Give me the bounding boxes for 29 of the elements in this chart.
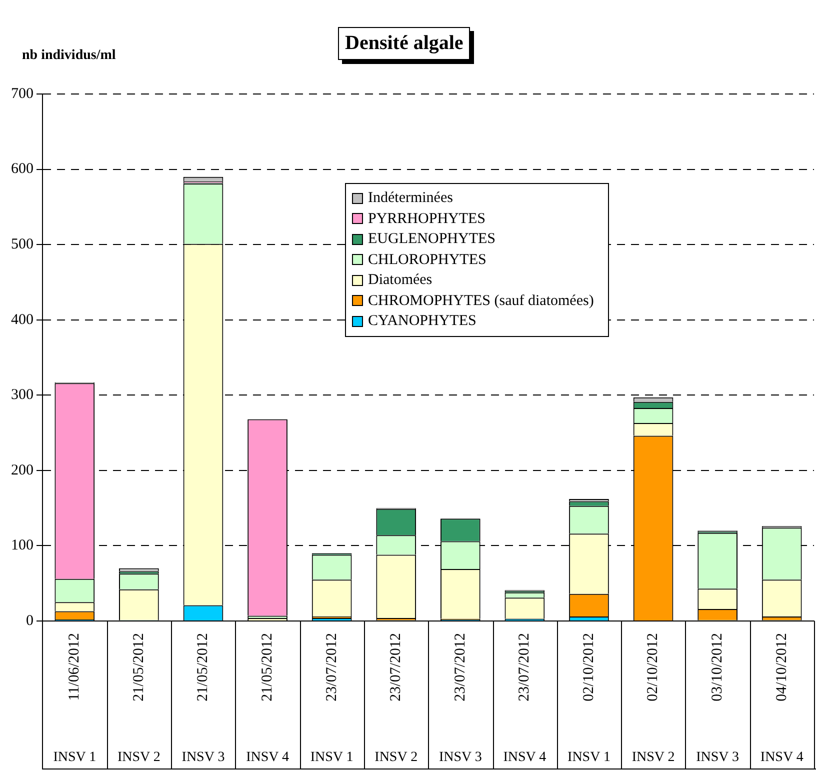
- legend-label: CHROMOPHYTES (sauf diatomées): [368, 292, 594, 310]
- legend-label: EUGLENOPHYTES: [368, 230, 496, 249]
- category-label: 21/05/2012 INSV 4: [246, 633, 289, 765]
- category-label: 02/10/2012 INSV 1: [568, 633, 610, 765]
- y-tick-label: 700: [11, 86, 34, 102]
- category-label: 23/07/2012 INSV 1: [310, 633, 354, 765]
- y-tick-label: 200: [11, 462, 34, 478]
- y-tick-label: 500: [11, 236, 34, 253]
- y-tick-label: 300: [11, 387, 34, 404]
- y-tick-label: 600: [11, 161, 34, 178]
- category-label: 21/05/2012 INSV 2: [117, 633, 160, 765]
- category-label: 11/06/2012 INSV 1: [53, 633, 96, 765]
- category-label: 04/10/2012 INSV 4: [760, 633, 804, 765]
- y-tick-label: 0: [26, 612, 34, 629]
- category-label: 23/07/2012 INSV 3: [438, 633, 482, 765]
- y-tick-label: 400: [11, 312, 34, 328]
- legend-label: Diatomées: [368, 271, 432, 290]
- category-label: 02/10/2012 INSV 2: [632, 633, 675, 765]
- y-axis-title: nb individus/ml: [22, 48, 116, 64]
- legend-label: PYRRHOPHYTES: [368, 210, 486, 228]
- legend-label: CYANOPHYTES: [368, 312, 476, 331]
- y-tick-label: 100: [11, 538, 34, 554]
- category-label: 23/07/2012 INSV 4: [503, 633, 546, 765]
- legend-label: CHLOROPHYTES: [368, 250, 486, 270]
- category-label: 21/05/2012 INSV 3: [182, 633, 225, 765]
- chart-title: Densité algale: [338, 27, 470, 60]
- category-label: 03/10/2012 INSV 3: [696, 633, 740, 765]
- category-label: 23/07/2012 INSV 2: [374, 633, 418, 765]
- legend-label: Indéterminées: [368, 189, 453, 208]
